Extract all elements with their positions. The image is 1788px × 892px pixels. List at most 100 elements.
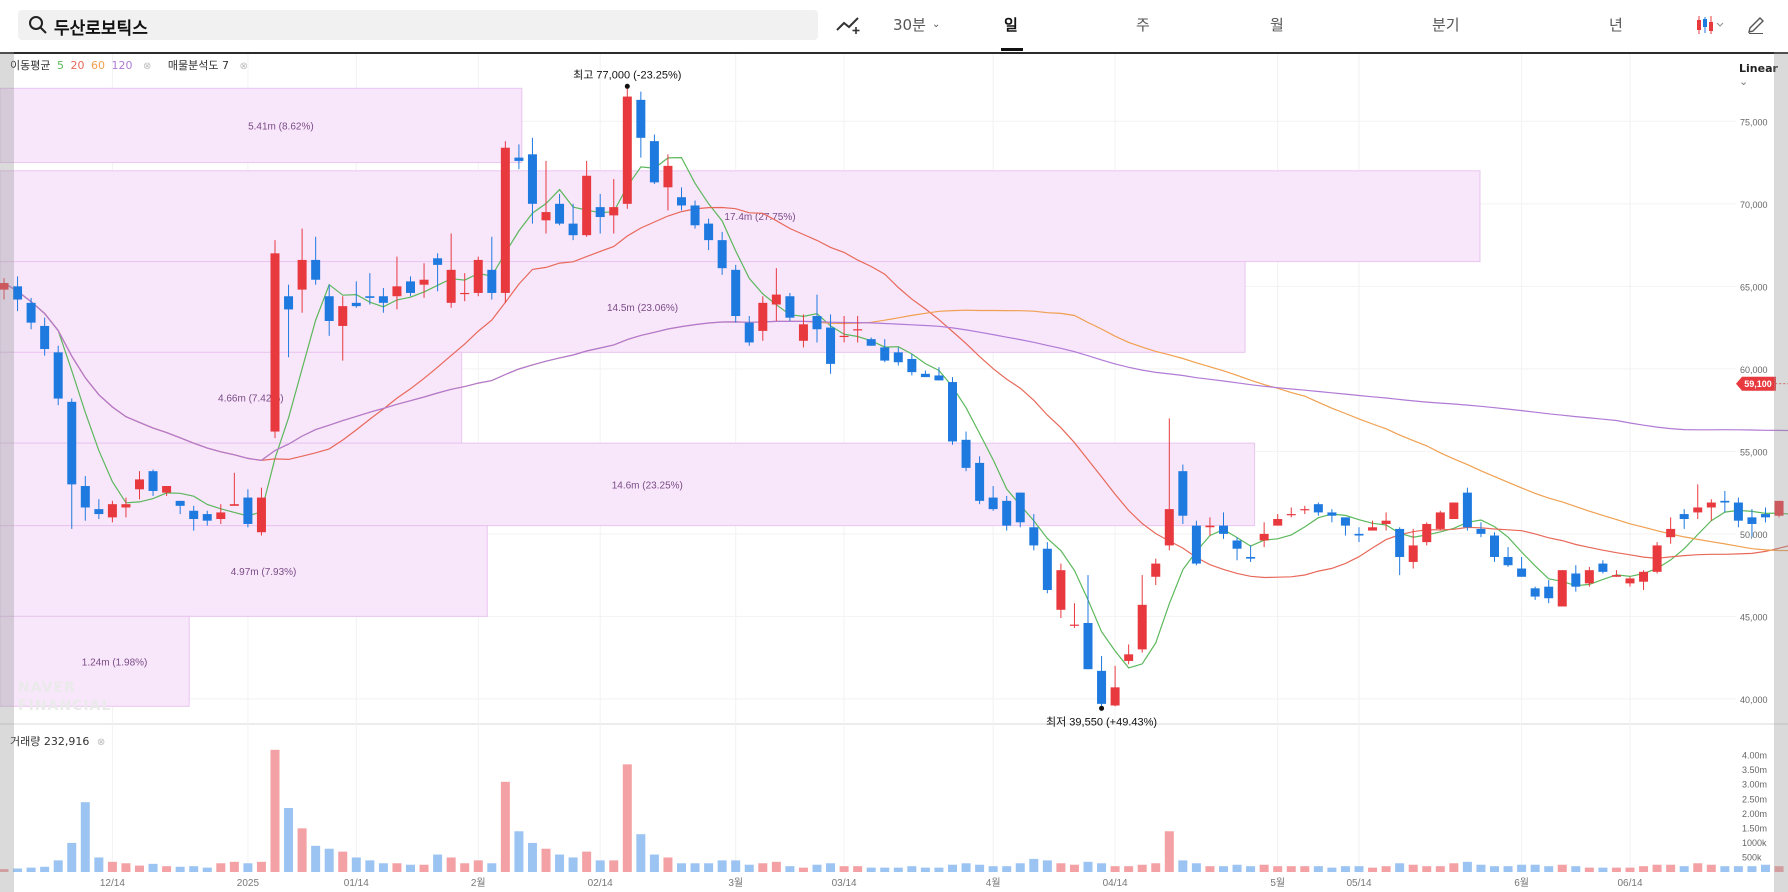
price-tick-label: 50,000 — [1740, 530, 1768, 540]
interval-select[interactable]: 30분 — [893, 16, 926, 34]
scale-select[interactable]: Linear ⌄ — [1739, 62, 1778, 88]
volume-bar — [1557, 864, 1567, 872]
candle-body — [1720, 500, 1730, 503]
volume-bar — [1273, 866, 1283, 872]
candle-body — [893, 352, 903, 363]
volume-bar — [446, 857, 456, 872]
volume-bar — [67, 842, 77, 872]
volume-bar — [1476, 864, 1486, 872]
volume-legend: 거래량 232,916 ⊗ — [10, 733, 105, 749]
volume-bar — [961, 863, 971, 872]
candle-body — [1544, 586, 1554, 599]
volume-bar — [514, 831, 524, 872]
volume-bar — [1639, 866, 1649, 872]
candle-body — [1422, 523, 1432, 543]
volume-bar — [1503, 866, 1513, 872]
pencil-icon[interactable] — [1746, 15, 1766, 35]
candle-body — [541, 212, 551, 221]
tab-year[interactable]: 년 — [1609, 16, 1623, 34]
tab-month[interactable]: 월 — [1270, 16, 1284, 34]
candle-body — [609, 207, 619, 216]
volume-bar — [1747, 866, 1757, 872]
remove-ma-icon[interactable]: ⊗ — [142, 61, 152, 72]
candle-body — [920, 373, 930, 378]
candle-body — [622, 96, 632, 204]
chevron-down-icon[interactable]: ⌄ — [932, 19, 941, 30]
candle-body — [148, 471, 158, 491]
candle-body — [1557, 570, 1567, 607]
candle-body — [853, 329, 863, 331]
candle-body — [433, 258, 443, 265]
candle-type-icon[interactable] — [1695, 14, 1725, 36]
volume-bar — [1761, 864, 1770, 872]
candle-body — [460, 292, 470, 295]
volume-bar — [351, 857, 361, 872]
candle-body — [1747, 517, 1757, 524]
volume-bar — [636, 834, 646, 872]
candle-body — [514, 157, 524, 161]
volume-bar — [80, 802, 90, 872]
volume-bar — [1110, 866, 1120, 872]
indicator-add-icon[interactable] — [836, 15, 862, 35]
volume-bar — [297, 828, 307, 872]
remove-profile-icon[interactable]: ⊗ — [239, 61, 248, 72]
candle-body — [446, 269, 456, 303]
volume-bar — [1720, 866, 1730, 872]
tab-week[interactable]: 주 — [1136, 16, 1150, 34]
last-price-tag — [1736, 376, 1776, 391]
tab-day[interactable]: 일 — [1004, 16, 1018, 34]
volume-bar — [1002, 866, 1012, 872]
volume-bar — [717, 860, 727, 872]
stock-search-box[interactable]: 두산로보틱스 — [18, 10, 818, 40]
remove-volume-icon[interactable]: ⊗ — [96, 737, 106, 748]
candle-body — [500, 147, 510, 293]
candle-body — [1395, 528, 1405, 557]
low-label: 최저 39,550 (+49.43%) — [1046, 715, 1157, 728]
volume-bar — [1408, 864, 1418, 872]
volume-bar — [609, 860, 619, 872]
candle-body — [1083, 622, 1093, 670]
ma-label[interactable]: 이동평균 — [10, 59, 51, 72]
candle-body — [284, 296, 294, 310]
volume-tick-label: 3.00m — [1742, 780, 1767, 790]
candle-body — [1462, 492, 1472, 528]
volume-bar — [338, 851, 348, 872]
volume-bar — [1219, 866, 1228, 872]
candle-body — [555, 203, 565, 224]
candle-body — [324, 296, 334, 321]
candle-body — [1490, 535, 1499, 557]
volume-bar — [1774, 866, 1784, 872]
candle-body — [826, 327, 836, 364]
volume-bar — [1652, 864, 1662, 872]
volume-bar — [1598, 867, 1608, 872]
candle-body — [988, 497, 998, 510]
x-tick-label: 2025 — [237, 878, 260, 889]
candle-body — [880, 347, 890, 361]
candle-body — [812, 316, 822, 330]
volume-profile-label: 4.66m (7.42%) — [218, 394, 284, 405]
volume-bar — [1706, 864, 1716, 872]
tab-quarter[interactable]: 분기 — [1432, 16, 1460, 34]
candle-body — [1219, 525, 1228, 534]
candle-body — [1137, 604, 1147, 650]
search-input[interactable]: 두산로보틱스 — [54, 19, 148, 39]
x-tick-label: 02/14 — [588, 878, 613, 889]
volume-bar — [1164, 831, 1174, 872]
right-scroll-shade — [1774, 52, 1788, 892]
volume-profile-label[interactable]: 매물분석도 7 — [167, 59, 229, 72]
volume-bar — [1137, 864, 1147, 872]
volume-bar — [798, 867, 808, 872]
volume-bar — [663, 857, 673, 872]
volume-bar — [473, 860, 483, 872]
candle-body — [948, 382, 957, 442]
candle-body — [690, 205, 700, 226]
x-tick-label: 01/14 — [344, 878, 369, 889]
volume-bar — [826, 863, 836, 872]
volume-bar — [704, 863, 714, 872]
volume-bar — [500, 781, 510, 872]
moving-average-20-line — [3, 206, 1788, 579]
volume-bar — [40, 866, 50, 872]
volume-bar — [1381, 866, 1391, 872]
volume-bar — [893, 867, 903, 872]
